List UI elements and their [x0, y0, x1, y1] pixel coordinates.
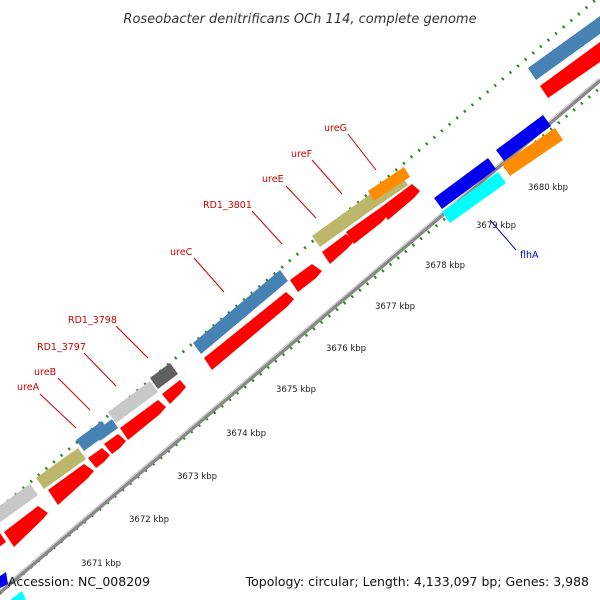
- leader-line-ureF: [311, 159, 343, 195]
- tick-label: 3680 kbp: [528, 183, 568, 193]
- cds-arrow: [290, 264, 322, 292]
- cog-feature-darkblue: [0, 572, 8, 588]
- cog-feature-track: [0, 16, 600, 600]
- gene-label[interactable]: ureA: [17, 382, 40, 393]
- backbone-line-highlight: [0, 77, 600, 591]
- cds-arrow: [162, 380, 186, 404]
- leader-line-RD1_3798: [115, 325, 149, 359]
- gene-label[interactable]: ureB: [34, 367, 56, 378]
- leader-line-RD1_3797: [83, 352, 117, 387]
- tick-label: 3677 kbp: [375, 302, 415, 312]
- leader-line-ureB: [57, 377, 91, 411]
- cog-feature-blue: [193, 270, 288, 354]
- cog-feature-orange: [502, 128, 563, 176]
- gene-label[interactable]: ureF: [291, 149, 312, 160]
- cog-feature-khaki: [36, 448, 86, 489]
- backbone-line: [0, 78, 600, 594]
- cds-feature-track: [0, 42, 600, 547]
- tick-label: 3678 kbp: [425, 261, 465, 271]
- leader-line-ureG: [347, 133, 377, 171]
- gene-label[interactable]: ureE: [262, 174, 284, 185]
- tick-label: 3672 kbp: [129, 515, 169, 525]
- gene-label[interactable]: RD1_3798: [68, 315, 117, 326]
- tick-label: 3673 kbp: [177, 472, 217, 482]
- gene-labels: ureA ureB RD1_3797 RD1_3798 ureC RD1_380…: [17, 123, 539, 393]
- leader-lines: [39, 133, 517, 429]
- cds-arrow: [380, 184, 420, 220]
- cds-arrow: [120, 400, 166, 440]
- cog-feature-darkblue: [496, 115, 551, 161]
- tick-label: 3679 kbp: [476, 221, 516, 231]
- cds-arrow: [4, 506, 48, 547]
- leader-line-ureC: [193, 257, 225, 293]
- cds-arrow: [204, 292, 294, 370]
- cds-arrow: [88, 448, 110, 468]
- cog-feature-orange: [368, 167, 410, 201]
- cds-arrow: [48, 464, 94, 505]
- cog-feature-blue: [528, 16, 600, 80]
- leader-line-ureA: [39, 393, 77, 429]
- tick-label: 3675 kbp: [276, 385, 316, 395]
- gene-label[interactable]: flhA: [520, 250, 539, 261]
- leader-line-flhA: [489, 219, 517, 251]
- cog-feature-darkblue: [434, 158, 496, 209]
- tick-label: 3671 kbp: [81, 559, 121, 569]
- cog-feature-khaki: [312, 190, 384, 247]
- gene-label[interactable]: RD1_3801: [203, 200, 252, 211]
- tick-label: 3674 kbp: [226, 429, 266, 439]
- gene-label[interactable]: ureG: [324, 123, 347, 134]
- cds-arrow: [346, 208, 388, 244]
- accession-label: Accession: NC_008209: [8, 574, 150, 589]
- cds-arrow: [0, 533, 6, 547]
- cog-feature-cyan: [10, 591, 26, 600]
- scale-ticks: 3671 kbp 3672 kbp 3673 kbp 3674 kbp 3675…: [81, 183, 568, 569]
- tick-label: 3676 kbp: [326, 344, 366, 354]
- cog-feature-gray: [108, 381, 158, 423]
- cog-feature-darkgray: [150, 363, 178, 389]
- cds-arrow: [540, 42, 600, 98]
- leader-line-ureE: [285, 185, 317, 219]
- cog-feature-gray: [0, 484, 38, 523]
- gene-label[interactable]: RD1_3797: [37, 342, 86, 353]
- cog-feature-blue: [94, 419, 118, 441]
- gene-label[interactable]: ureC: [170, 247, 193, 258]
- cds-arrow: [322, 234, 354, 264]
- leader-line-RD1_3801: [251, 210, 283, 245]
- genome-summary: Topology: circular; Length: 4,133,097 bp…: [245, 574, 589, 589]
- map-title: Roseobacter denitrificans OCh 114, compl…: [123, 12, 476, 27]
- cds-arrow: [104, 434, 126, 454]
- cog-feature-cyan: [442, 172, 506, 223]
